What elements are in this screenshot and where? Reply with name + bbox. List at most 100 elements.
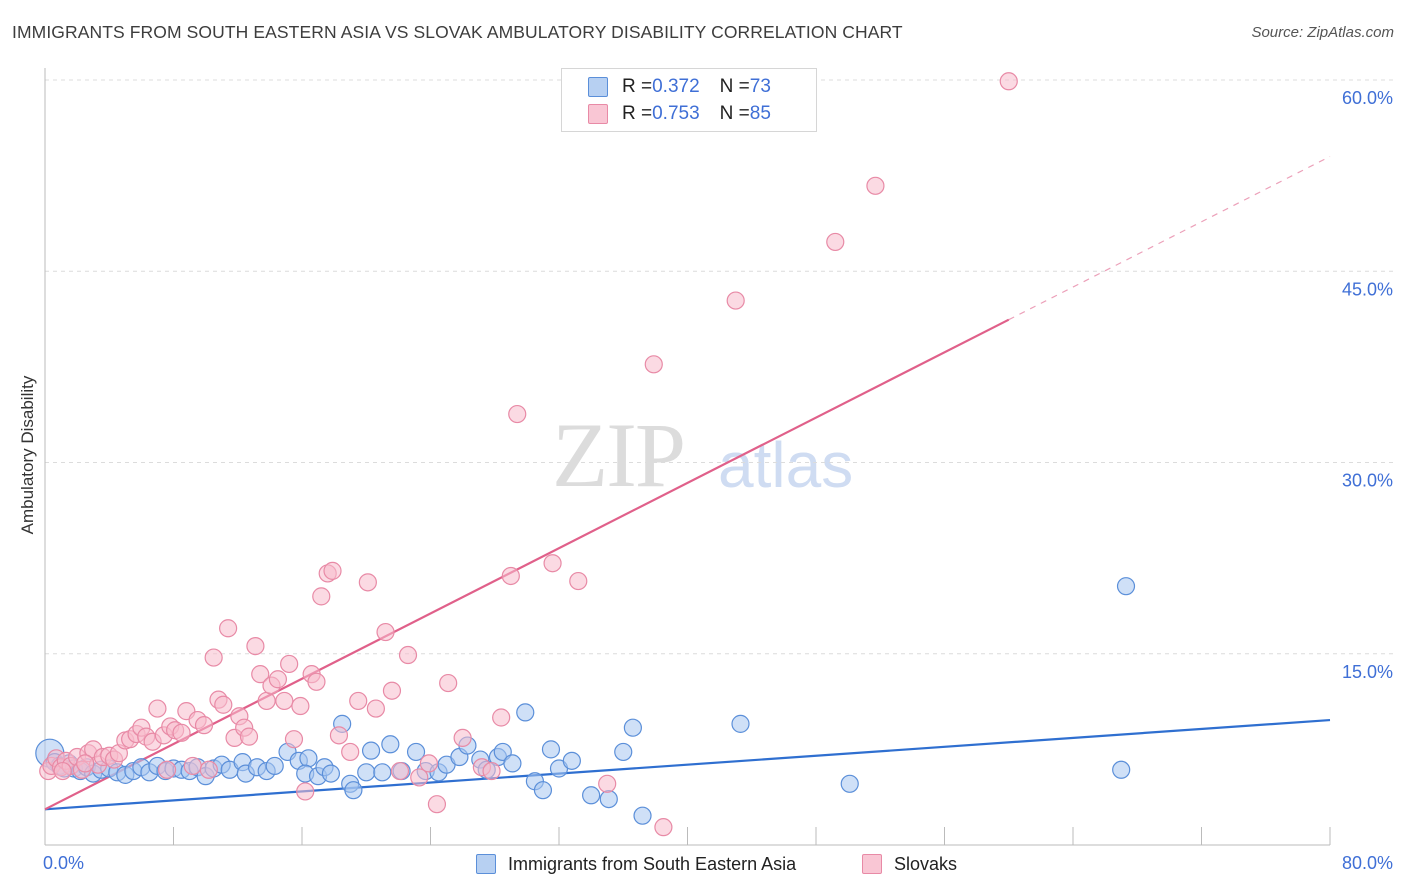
- pink-data-point: [148, 699, 167, 718]
- blue-swatch-icon: [588, 77, 608, 97]
- pink-data-point: [204, 648, 223, 667]
- blue-data-point: [373, 763, 392, 782]
- blue-data-point: [406, 742, 426, 762]
- x-tick-label: 0.0%: [43, 853, 84, 873]
- pink-data-point: [654, 818, 673, 837]
- blue-data-point: [265, 756, 284, 776]
- watermark-atlas: atlas: [718, 429, 854, 501]
- pink-data-point: [251, 665, 270, 684]
- pink-data-point: [366, 699, 385, 718]
- gridlines: [45, 79, 1395, 655]
- blue-data-point: [623, 718, 642, 737]
- tick-labels: 15.0% 30.0% 45.0% 60.0% 0.0% 80.0%: [43, 88, 1393, 873]
- blue-data-point: [840, 774, 859, 793]
- pink-data-point: [157, 760, 177, 779]
- blue-data-point: [503, 754, 522, 773]
- pink-data-point: [569, 571, 588, 591]
- pink-data-point: [291, 696, 310, 716]
- legend-item-slovaks[interactable]: Slovaks: [862, 851, 957, 877]
- pink-data-point: [349, 691, 368, 711]
- legend-r-label: R =: [622, 103, 653, 124]
- pink-data-point: [296, 782, 315, 801]
- blue-data-point: [381, 735, 400, 754]
- blue-data-point: [516, 703, 535, 722]
- pink-data-point: [53, 761, 72, 781]
- correlation-legend: R = 0.372 N = 73 R = 0.753 N = 85: [561, 68, 817, 132]
- pink-data-point: [382, 681, 402, 700]
- watermark-zip: ZIP: [552, 404, 686, 506]
- pink-data-point: [194, 716, 214, 735]
- pink-data-point: [482, 761, 501, 781]
- pink-data-point: [598, 774, 617, 793]
- blue-data-point: [357, 763, 376, 782]
- pink-data-point: [76, 754, 95, 773]
- legend-item-label: Immigrants from South Eastern Asia: [508, 853, 797, 874]
- y-tick-label: 60.0%: [1342, 88, 1393, 108]
- pink-data-point: [376, 622, 395, 642]
- pink-data-point: [508, 404, 527, 424]
- pink-data-point: [644, 355, 663, 374]
- pink-data-point: [280, 654, 299, 674]
- pink-data-point: [492, 708, 511, 727]
- blue-data-point: [582, 786, 601, 805]
- legend-r-value: 0.753: [652, 103, 700, 124]
- y-tick-label: 15.0%: [1342, 662, 1393, 682]
- blue-data-point: [562, 751, 581, 770]
- pink-data-point: [257, 691, 276, 711]
- y-tick-label: 30.0%: [1342, 471, 1393, 491]
- axes: [44, 68, 1331, 846]
- blue-trend-line: [44, 718, 1331, 811]
- pink-data-point: [453, 728, 472, 748]
- pink-data-point: [246, 636, 265, 656]
- pink-data-point: [358, 573, 377, 592]
- pink-data-point: [999, 72, 1018, 91]
- blue-data-point: [1116, 577, 1136, 596]
- blue-data-point: [533, 781, 553, 800]
- pink-data-point: [398, 645, 418, 665]
- pink-swatch-icon: [588, 104, 608, 124]
- legend-r-value: 0.372: [652, 76, 700, 97]
- source-label: Source: ZipAtlas.com: [1251, 24, 1394, 41]
- x-tick-label: 80.0%: [1342, 853, 1393, 873]
- pink-data-point: [199, 760, 218, 779]
- legend-n-label: N =: [719, 103, 750, 124]
- blue-data-point: [344, 781, 363, 800]
- pink-trend-extension: [1008, 155, 1331, 321]
- pink-data-point: [439, 673, 458, 693]
- pink-data-point: [427, 795, 447, 814]
- pink-data-point: [543, 554, 562, 573]
- pink-data-point: [284, 730, 304, 749]
- blue-data-point: [361, 741, 381, 760]
- pink-data-point: [219, 619, 238, 638]
- legend-row-blue: R = 0.372 N = 73: [588, 75, 771, 99]
- chart-title: IMMIGRANTS FROM SOUTH EASTERN ASIA VS SL…: [12, 22, 903, 42]
- blue-data-point: [1112, 760, 1131, 779]
- pink-data-point: [419, 754, 438, 773]
- blue-data-point: [321, 764, 341, 783]
- pink-data-point: [172, 723, 191, 742]
- blue-data-point: [299, 749, 318, 768]
- blue-data-point: [633, 806, 652, 825]
- pink-data-point: [214, 695, 233, 714]
- legend-row-pink: R = 0.753 N = 85: [588, 102, 771, 126]
- blue-swatch-icon: [476, 854, 496, 874]
- pink-data-point: [341, 742, 360, 762]
- legend-r-label: R =: [622, 76, 653, 97]
- legend-n-label: N =: [719, 76, 750, 97]
- pink-data-point: [268, 670, 288, 689]
- pink-data-point: [323, 561, 342, 580]
- pink-data-point: [307, 672, 326, 691]
- pink-data-point: [312, 587, 331, 606]
- blue-data-point: [599, 789, 618, 809]
- blue-data-point: [731, 714, 750, 733]
- y-tick-label: 45.0%: [1342, 279, 1393, 299]
- legend-n-value: 85: [749, 103, 771, 124]
- pink-data-point: [275, 691, 294, 711]
- blue-data-point: [614, 742, 633, 762]
- pink-data-point: [501, 566, 520, 586]
- legend-n-value: 73: [749, 76, 771, 97]
- legend-item-immigrants[interactable]: Immigrants from South Eastern Asia: [476, 851, 796, 877]
- pink-data-point: [183, 756, 202, 776]
- legend-item-label: Slovaks: [894, 853, 958, 874]
